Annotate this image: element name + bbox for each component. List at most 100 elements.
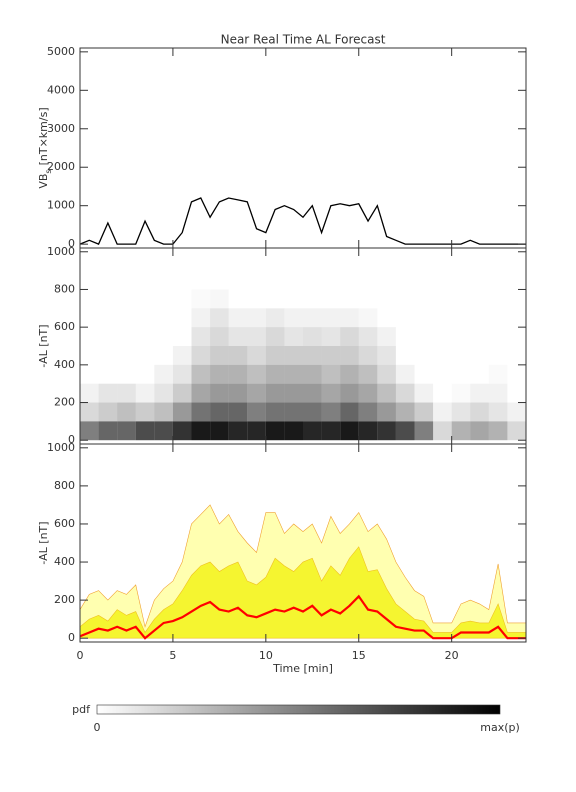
density-cell (247, 421, 266, 441)
density-cell (470, 327, 489, 346)
density-cell (284, 364, 303, 384)
plot-frame (79, 443, 527, 643)
density-cell (191, 364, 211, 384)
density-cell (284, 346, 303, 365)
density-cell (265, 402, 285, 422)
density-cell (98, 383, 118, 403)
density-cell (136, 365, 155, 384)
density-cell (136, 289, 155, 308)
density-cell (340, 327, 359, 346)
density-cell (154, 421, 173, 441)
density-cell (452, 365, 471, 384)
density-cell (154, 289, 173, 308)
density-cell (172, 421, 192, 441)
density-cell (210, 364, 229, 384)
y-axis-title-sub: s (44, 169, 53, 173)
density-cell (489, 327, 508, 346)
density-cell (99, 346, 118, 365)
density-cell (340, 346, 359, 365)
density-cell (80, 421, 99, 441)
density-cell (377, 421, 396, 441)
density-cell (228, 346, 248, 365)
density-cell (507, 384, 526, 403)
density-cell (99, 365, 118, 384)
density-cell (136, 327, 155, 346)
density-cell (172, 364, 192, 384)
density-cell (191, 346, 211, 365)
density-cell (154, 327, 173, 346)
density-cell (98, 402, 118, 422)
density-cell (210, 346, 229, 365)
density-cell (489, 365, 508, 384)
density-cell (507, 289, 526, 308)
density-cell (303, 289, 322, 308)
x-tick-label: 0 (77, 649, 84, 662)
density-cell (433, 308, 452, 327)
density-cell (247, 383, 266, 403)
density-cell (117, 421, 136, 441)
density-cell (377, 308, 396, 327)
density-cell (80, 308, 99, 327)
density-cell (135, 402, 155, 422)
density-cell (377, 364, 396, 384)
y-tick-label: 1000 (47, 441, 75, 454)
x-tick-label: 5 (169, 649, 176, 662)
density-cell (136, 308, 155, 327)
density-cell (247, 327, 266, 346)
density-cell (414, 421, 434, 441)
density-cell (415, 346, 434, 365)
density-cell (322, 289, 341, 308)
density-cell (340, 289, 359, 308)
density-cell (266, 289, 285, 308)
density-cell (507, 346, 526, 365)
panel: 0 200 400 600 800 1000 0 5 10 15 20 -AL [nT] Time [m… (37, 441, 527, 675)
density-cell (359, 308, 378, 327)
density-cell (117, 365, 136, 384)
density-cell (265, 327, 285, 346)
density-cell (191, 327, 211, 346)
density-cell (452, 346, 471, 365)
y-tick-label: 0 (68, 631, 75, 644)
density-cell (284, 421, 303, 441)
density-cell (265, 383, 285, 403)
density-cell (377, 402, 396, 422)
density-cell (489, 308, 508, 327)
density-cell (210, 289, 229, 308)
y-tick-label: 3000 (47, 122, 75, 135)
x-tick-label: 10 (259, 649, 273, 662)
y-tick-label: 400 (54, 555, 75, 568)
density-cell (470, 421, 489, 441)
density-cell (395, 421, 415, 441)
density-cell (452, 327, 471, 346)
density-cell (321, 421, 341, 441)
density-cell (117, 327, 136, 346)
density-cell (265, 364, 285, 384)
y-tick-label: 0 (68, 237, 75, 250)
y-tick-label: 1000 (47, 199, 75, 212)
density-cell (507, 365, 526, 384)
density-cell (395, 383, 415, 403)
x-axis-title: Time [min] (272, 662, 333, 675)
density-cell (228, 383, 248, 403)
density-cell (210, 308, 229, 328)
density-cell (117, 383, 136, 403)
density-cell (172, 346, 192, 365)
density-cell (247, 308, 266, 328)
density-cell (265, 346, 285, 365)
colorbar-max: max(p) (480, 721, 520, 734)
density-cell (321, 346, 341, 365)
density-cell (80, 402, 99, 422)
area-band (79, 546, 527, 639)
density-cell (321, 308, 341, 328)
density-cell (172, 383, 192, 403)
density-cell (359, 289, 378, 308)
density-cell (284, 289, 303, 308)
density-cell (154, 364, 173, 384)
density-cell (191, 383, 211, 403)
density-cell (507, 421, 526, 441)
density-cell (433, 365, 452, 384)
density-cell (396, 346, 415, 365)
y-tick-label: 600 (54, 517, 75, 530)
density-cell (135, 421, 155, 441)
density-cell (284, 308, 303, 328)
